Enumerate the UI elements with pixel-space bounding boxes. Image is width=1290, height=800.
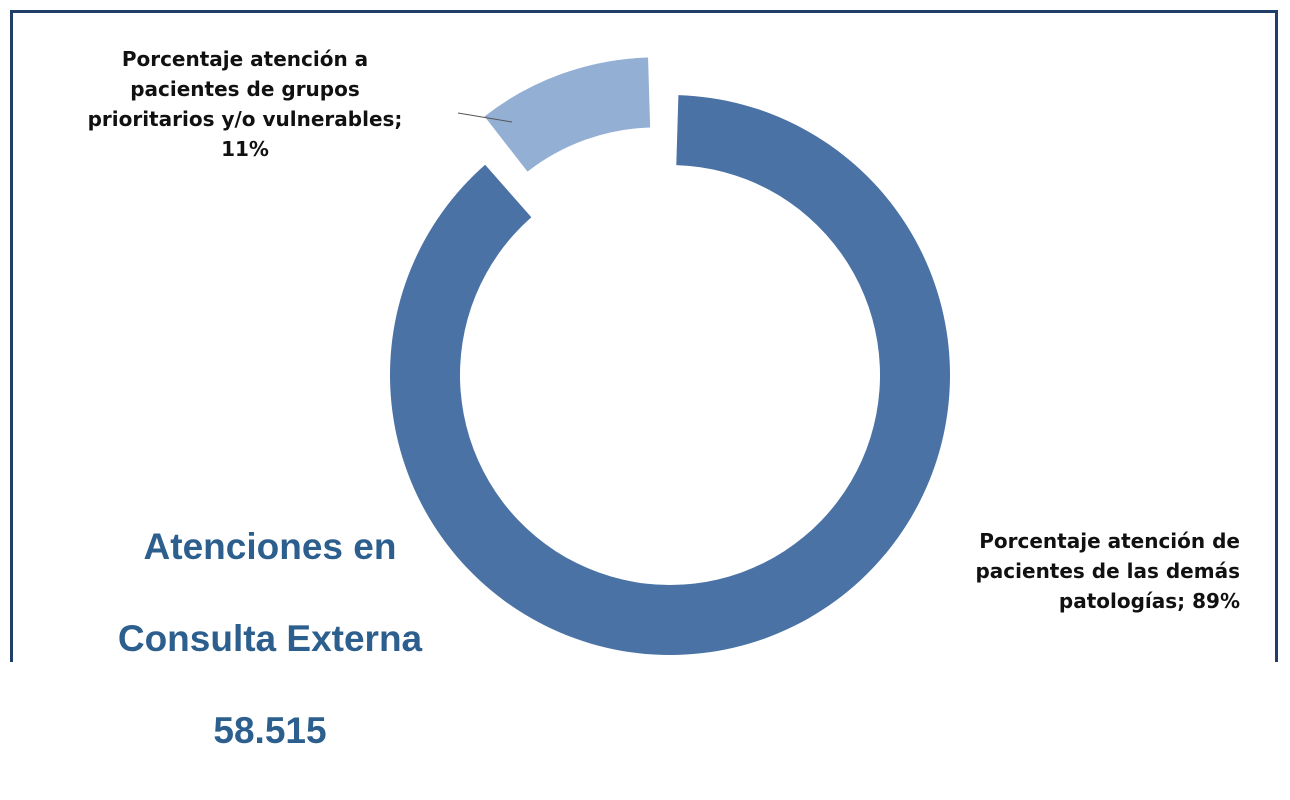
slice-grupos-prioritarios — [484, 57, 651, 172]
leader-line-grupos-prioritarios — [457, 112, 513, 123]
caption-total-value: 58.515 — [213, 710, 327, 751]
data-label-grupos-prioritarios: Porcentaje atención a pacientes de grupo… — [87, 47, 403, 161]
donut-chart — [389, 57, 950, 656]
data-label-demas-patologias: Porcentaje atención de pacientes de las … — [975, 529, 1240, 613]
caption-atenciones: Atenciones en Consulta Externa 58.515 — [60, 478, 480, 800]
caption-line-1: Atenciones en — [143, 526, 397, 567]
caption-line-2: Consulta Externa — [117, 618, 423, 659]
